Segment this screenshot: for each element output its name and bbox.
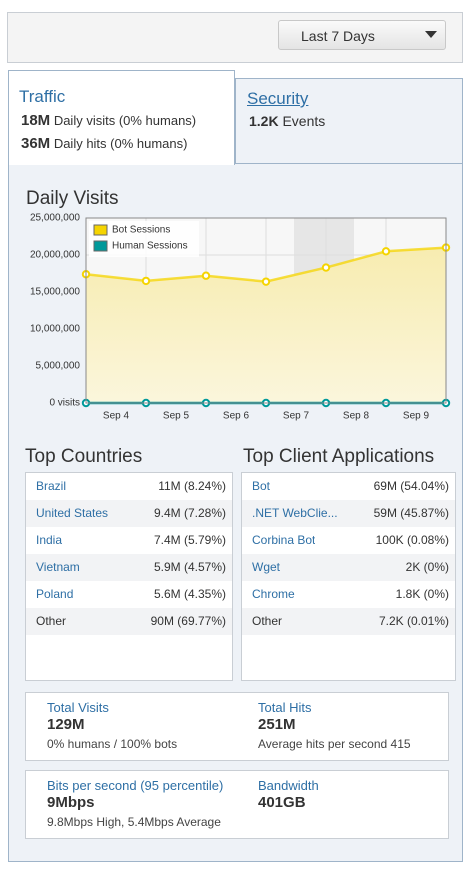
toolbar: Last 7 Days: [7, 12, 463, 63]
row-value: 5.6M (4.35%): [153, 587, 226, 601]
table-row: Chrome 1.8K (0%): [242, 581, 455, 608]
countries-table: Brazil 11M (8.24%) United States 9.4M (7.28…: [25, 472, 233, 681]
total-value: 129M: [47, 716, 85, 733]
row-name[interactable]: Chrome: [252, 587, 295, 601]
row-name[interactable]: India: [36, 533, 63, 547]
stat-label: Daily hits (0% humans): [53, 136, 188, 151]
traffic-tab[interactable]: Traffic 18M Daily visits (0% humans) 36M…: [8, 70, 235, 165]
range-text: Last 7 Days: [301, 28, 375, 44]
row-value: 69M (54.04%): [373, 479, 449, 493]
total-label: Bandwidth: [258, 778, 319, 793]
x-tick-label: Sep 5: [163, 411, 190, 422]
row-name[interactable]: .NET WebClie...: [252, 506, 338, 520]
x-tick-label: Sep 7: [283, 411, 310, 422]
row-value: 100K (0.08%): [375, 533, 449, 547]
point: [381, 247, 391, 256]
table-row: Corbina Bot 100K (0.08%): [242, 527, 455, 554]
row-name[interactable]: Other: [36, 614, 67, 628]
table-row: Poland 5.6M (4.35%): [26, 581, 232, 608]
table-row: United States 9.4M (7.28%): [26, 500, 232, 527]
plot-frame: [85, 217, 447, 404]
tab-stat: 36M Daily hits (0% humans): [21, 135, 187, 152]
point: [321, 263, 331, 272]
y-tick-label: 15,000,000: [30, 287, 80, 298]
row-value: 9.4M (7.28%): [153, 506, 226, 520]
legend-label: Human Sessions: [112, 241, 188, 252]
table-row: Wget 2K (0%): [242, 554, 455, 581]
tab-title: Traffic: [19, 87, 66, 106]
row-name[interactable]: Corbina Bot: [252, 533, 316, 547]
row-name[interactable]: Bot: [252, 479, 271, 493]
row-name[interactable]: Wget: [252, 560, 281, 574]
y-tick-label: 5,000,000: [36, 361, 81, 372]
total-note: 9.8Mbps High, 5.4Mbps Average: [47, 815, 221, 829]
table-row: India 7.4M (5.79%): [26, 527, 232, 554]
table-row: Brazil 11M (8.24%): [26, 473, 232, 500]
x-tick-label: Sep 4: [103, 411, 130, 422]
row-value: 5.9M (4.57%): [153, 560, 226, 574]
table-row: Other 7.2K (0.01%): [242, 608, 455, 635]
y-tick-label: 0 visits: [49, 398, 80, 409]
stat-value: 18M: [21, 112, 51, 129]
y-tick-label: 20,000,000: [30, 250, 80, 261]
legend-swatch: [93, 240, 108, 252]
total-value: 401GB: [258, 794, 306, 811]
point: [201, 271, 211, 280]
chart: 0 visits 5,000,000 10,000,000 15,000,000 20,…: [30, 213, 451, 422]
stat-value: 1.2K: [249, 113, 279, 129]
row-name[interactable]: Poland: [36, 587, 74, 601]
total-value: 251M: [258, 716, 296, 733]
row-value: 1.8K (0%): [395, 587, 449, 601]
y-tick-label: 25,000,000: [30, 213, 80, 224]
security-tab[interactable]: Security 1.2K Events: [235, 78, 463, 164]
table-row: Other 90M (69.77%): [26, 608, 232, 635]
section-title: Top Client Applications: [243, 446, 435, 467]
stat-value: 36M: [21, 135, 51, 152]
total-value: 9Mbps: [47, 794, 95, 811]
row-value: 11M (8.24%): [158, 479, 226, 493]
row-name[interactable]: Vietnam: [36, 560, 80, 574]
legend: Bot Sessions Human Sessions: [89, 221, 199, 257]
table-row: .NET WebClie... 59M (45.87%): [242, 500, 455, 527]
dropdown-arrow: [425, 31, 437, 38]
legend-label: Bot Sessions: [112, 225, 170, 236]
row-name[interactable]: United States: [36, 506, 109, 520]
row-value: 7.2K (0.01%): [378, 614, 449, 628]
x-tick-label: Sep 9: [403, 411, 430, 422]
row-name[interactable]: Brazil: [36, 479, 67, 493]
total-label: Total Visits: [47, 700, 109, 715]
x-tick-label: Sep 6: [223, 411, 250, 422]
table-row: Vietnam 5.9M (4.57%): [26, 554, 232, 581]
totals-box: Total Visits 129M 0% humans / 100% bots …: [25, 692, 449, 761]
table-row: Bot 69M (54.04%): [242, 473, 455, 500]
range-dropdown[interactable]: Last 7 Days: [278, 20, 446, 50]
row-value: 90M (69.77%): [150, 614, 226, 628]
section-title: Top Countries: [25, 446, 143, 467]
tab-stat: 1.2K Events: [249, 113, 325, 129]
tab-title: Security: [247, 89, 309, 108]
row-value: 2K (0%): [405, 560, 449, 574]
tab-stat: 18M Daily visits (0% humans): [21, 112, 196, 129]
total-label: Bits per second (95 percentile): [47, 778, 224, 793]
total-note: Average hits per second 415: [258, 737, 411, 751]
total-label: Total Hits: [258, 700, 312, 715]
chart-title: Daily Visits: [26, 188, 119, 209]
stat-label: Daily visits (0% humans): [53, 113, 197, 128]
x-tick-label: Sep 8: [343, 411, 370, 422]
bandwidth-box: Bits per second (95 percentile) 9Mbps 9.…: [25, 770, 449, 839]
row-value: 7.4M (5.79%): [153, 533, 226, 547]
row-name[interactable]: Other: [252, 614, 283, 628]
apps-table: Bot 69M (54.04%) .NET WebClie... 59M (45.87…: [241, 472, 456, 681]
total-note: 0% humans / 100% bots: [47, 737, 178, 751]
row-value: 59M (45.87%): [373, 506, 449, 520]
stat-label: Events: [282, 113, 326, 129]
point: [141, 276, 151, 286]
area: [86, 247, 446, 403]
y-tick-label: 10,000,000: [30, 324, 80, 335]
legend-swatch: [93, 224, 108, 236]
point: [261, 277, 271, 286]
